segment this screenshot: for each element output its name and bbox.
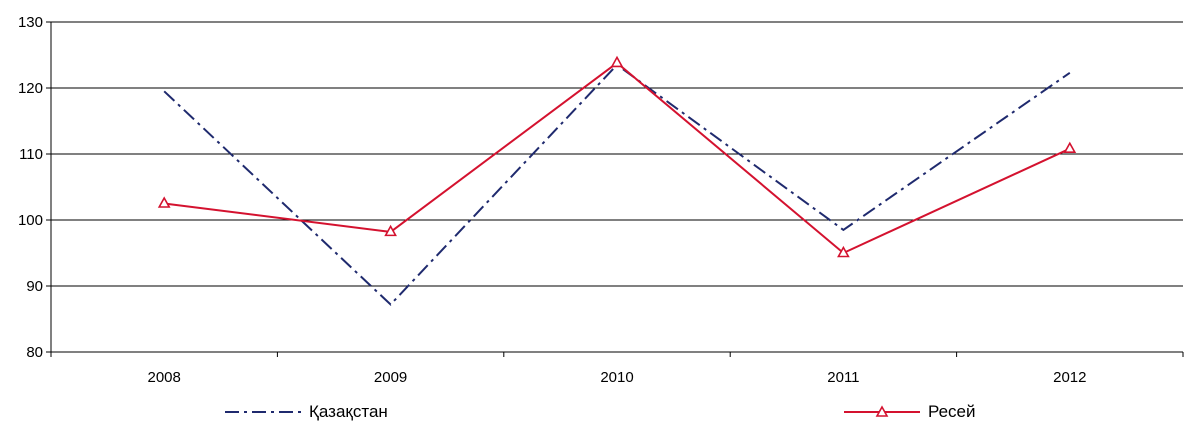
y-tick-label: 100 bbox=[18, 212, 43, 229]
legend-item-russia: Ресей bbox=[844, 402, 976, 422]
legend-swatch-kazakhstan bbox=[225, 411, 301, 413]
data-point-russia bbox=[837, 245, 850, 258]
legend-label-russia: Ресей bbox=[928, 402, 976, 421]
axes bbox=[46, 21, 1184, 357]
y-tick-label: 130 bbox=[18, 14, 43, 31]
y-tick-label: 110 bbox=[19, 146, 43, 163]
gridlines bbox=[51, 21, 1183, 287]
x-tick-label: 2011 bbox=[827, 369, 859, 386]
series-line-russia bbox=[164, 61, 1071, 255]
data-point-russia bbox=[157, 196, 171, 208]
y-tick-label: 120 bbox=[18, 80, 43, 97]
series-line-kazakhstan bbox=[163, 63, 1071, 306]
x-tick-label: 2012 bbox=[1053, 369, 1086, 386]
y-tick-label: 90 bbox=[26, 278, 43, 295]
data-point-russia bbox=[384, 224, 397, 237]
y-tick-label: 80 bbox=[26, 344, 43, 361]
x-tick-label: 2010 bbox=[600, 369, 633, 386]
legend-item-kazakhstan: Қазақстан bbox=[225, 402, 388, 422]
data-point-russia bbox=[1063, 141, 1077, 154]
data-point-russia bbox=[610, 55, 624, 68]
series-markers bbox=[157, 55, 1077, 258]
x-tick-label: 2009 bbox=[374, 369, 407, 386]
series-lines bbox=[163, 61, 1071, 306]
line-chart: 80 90 100 110 120 130 2008 2009 2010 2011 2012 bbox=[18, 14, 1184, 386]
legend-swatch-russia bbox=[844, 405, 920, 417]
x-tick-labels: 2008 2009 2010 2011 2012 bbox=[148, 369, 1087, 386]
y-tick-labels: 80 90 100 110 120 130 bbox=[18, 14, 43, 361]
x-tick-label: 2008 bbox=[148, 369, 181, 386]
legend-label-kazakhstan: Қазақстан bbox=[309, 402, 388, 421]
